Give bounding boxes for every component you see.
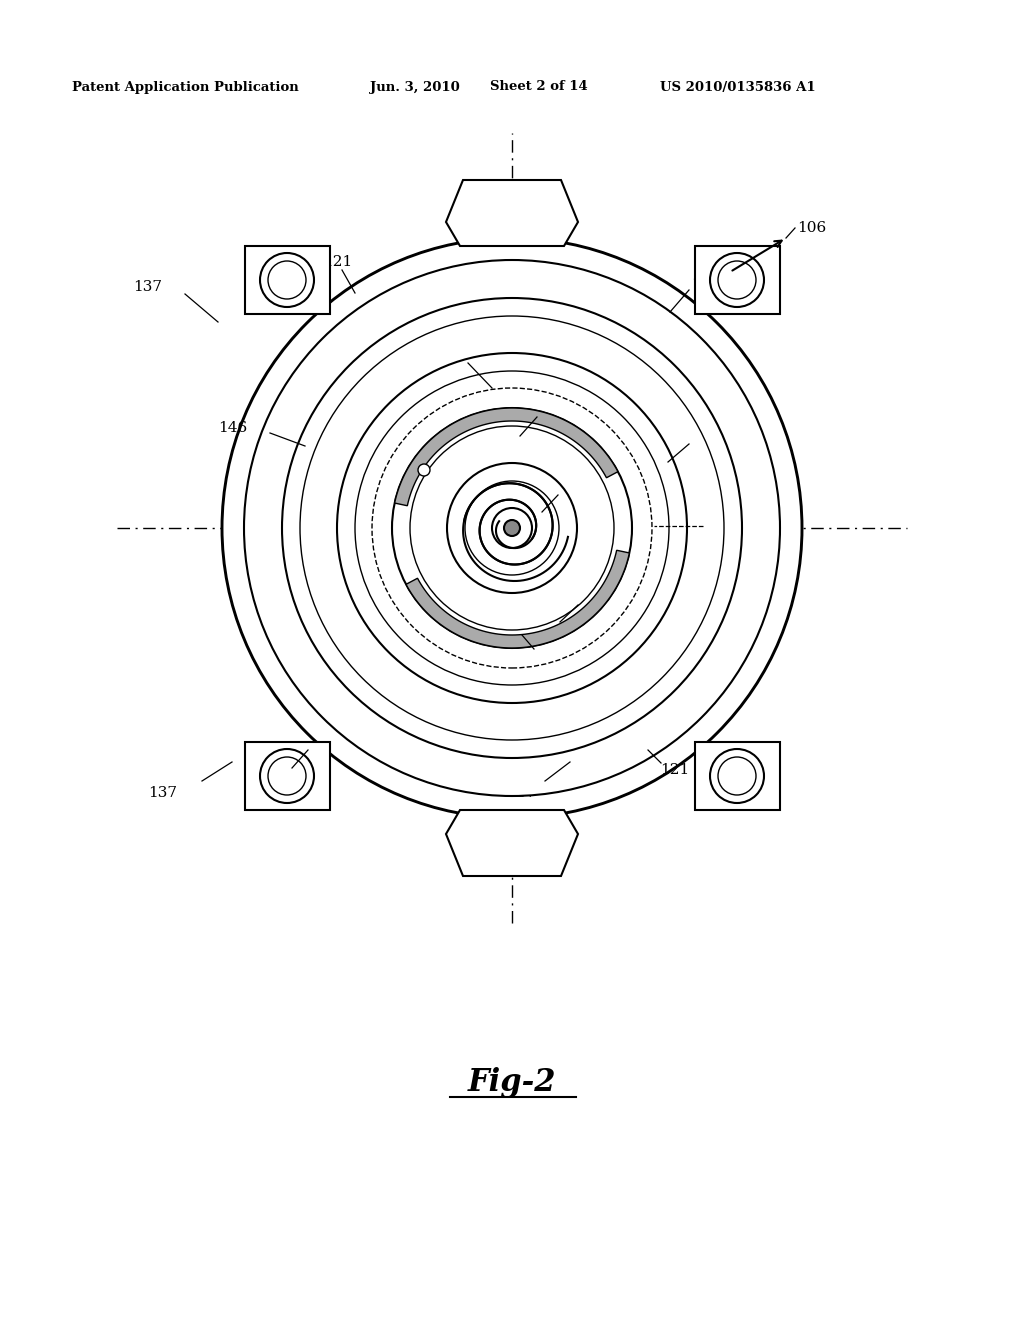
Text: 146: 146: [218, 421, 248, 436]
Polygon shape: [394, 408, 617, 506]
Circle shape: [355, 371, 669, 685]
Text: 148: 148: [540, 403, 569, 417]
Circle shape: [260, 748, 314, 803]
Text: 138: 138: [582, 591, 611, 605]
Text: 150: 150: [521, 649, 551, 664]
Text: US 2010/0135836 A1: US 2010/0135836 A1: [660, 81, 816, 94]
Circle shape: [260, 253, 314, 308]
Circle shape: [710, 748, 764, 803]
Text: 151: 151: [430, 348, 460, 362]
Polygon shape: [245, 246, 330, 314]
Circle shape: [447, 463, 577, 593]
Circle shape: [465, 480, 559, 576]
Circle shape: [222, 238, 802, 818]
Circle shape: [392, 408, 632, 648]
Circle shape: [418, 465, 430, 477]
Polygon shape: [694, 246, 779, 314]
Text: 137: 137: [133, 280, 163, 294]
Circle shape: [410, 426, 614, 630]
Text: 106: 106: [797, 220, 826, 235]
Text: 137: 137: [691, 277, 720, 290]
Text: Patent Application Publication: Patent Application Publication: [72, 81, 299, 94]
Circle shape: [300, 315, 724, 741]
Text: 121: 121: [324, 255, 352, 269]
Text: Sheet 2 of 14: Sheet 2 of 14: [490, 81, 588, 94]
Polygon shape: [694, 742, 779, 810]
Text: 121: 121: [660, 763, 689, 777]
Text: Fig-2: Fig-2: [468, 1067, 556, 1097]
Text: Jun. 3, 2010: Jun. 3, 2010: [370, 81, 460, 94]
Polygon shape: [446, 810, 578, 876]
Polygon shape: [245, 742, 330, 810]
Text: 145: 145: [707, 519, 736, 533]
Polygon shape: [407, 550, 630, 648]
Text: 137: 137: [508, 785, 537, 800]
Circle shape: [268, 261, 306, 300]
Polygon shape: [446, 180, 578, 246]
Circle shape: [492, 508, 532, 548]
Circle shape: [337, 352, 687, 704]
Circle shape: [504, 520, 520, 536]
Circle shape: [710, 253, 764, 308]
Text: 136: 136: [560, 480, 589, 495]
Circle shape: [268, 756, 306, 795]
Text: 121: 121: [691, 430, 720, 444]
Circle shape: [718, 261, 756, 300]
Circle shape: [718, 756, 756, 795]
Circle shape: [282, 298, 742, 758]
Text: 137: 137: [148, 785, 177, 800]
Text: 121: 121: [272, 767, 302, 781]
Circle shape: [244, 260, 780, 796]
